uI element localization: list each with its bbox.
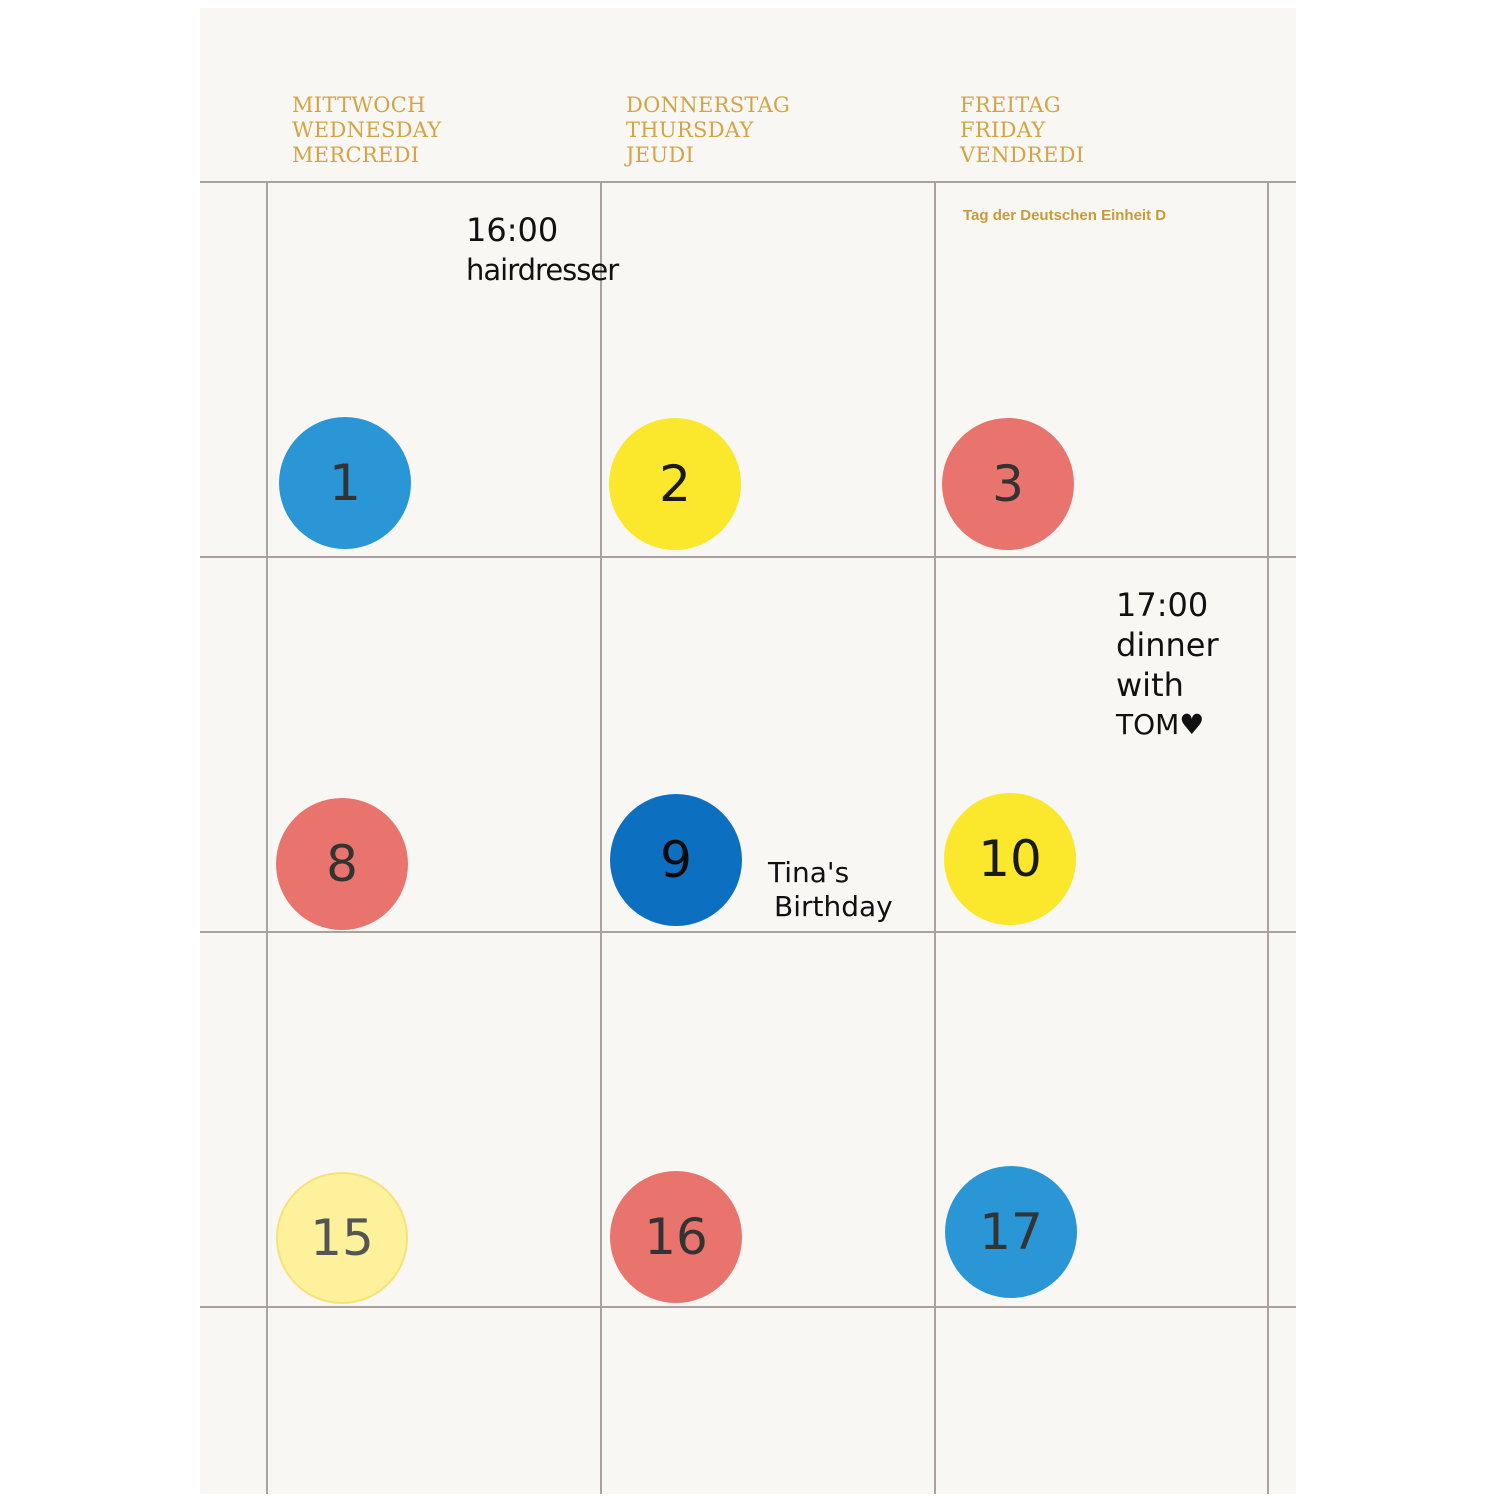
grid-line [266,182,268,1494]
note-text: hairdresser [466,253,619,287]
date-sticker: 2 [609,418,741,550]
header-fr: VENDREDI [960,143,1085,167]
date-sticker: 17 [945,1166,1077,1298]
grid-line [200,556,1296,558]
header-fr: MERCREDI [292,143,420,167]
note-dinner: 17:00 dinner with TOM♥ [1116,585,1219,745]
note-line: dinner [1116,626,1219,664]
date-sticker: 3 [942,418,1074,550]
date-sticker: 10 [944,793,1076,925]
note-line: with [1116,666,1184,704]
date-sticker: 15 [276,1172,408,1304]
date-sticker: 1 [279,417,411,549]
header-de: DONNERSTAG [626,93,791,117]
grid-line [600,182,602,1494]
note-time: 17:00 [1116,586,1209,624]
header-en: THURSDAY [626,118,754,142]
header-friday: FREITAG FRIDAY VENDREDI [960,93,1084,168]
header-wednesday: MITTWOCH WEDNESDAY MERCREDI [292,93,442,168]
header-en: FRIDAY [960,118,1046,142]
date-sticker: 16 [610,1171,742,1303]
header-de: FREITAG [960,93,1061,117]
grid-line [200,1306,1296,1308]
note-line: Birthday [774,890,893,923]
note-line: Tina's [768,856,850,889]
grid-line [1267,182,1269,1494]
note-hairdresser: 16:00 hairdresser [466,210,619,290]
date-sticker: 8 [276,798,408,930]
header-fr: JEUDI [626,143,695,167]
header-de: MITTWOCH [292,93,426,117]
grid-line [200,931,1296,933]
date-sticker: 9 [610,794,742,926]
header-thursday: DONNERSTAG THURSDAY JEUDI [626,93,790,168]
note-birthday: Tina's Birthday [768,856,893,924]
note-line: TOM♥ [1116,708,1205,741]
grid-line [200,181,1296,183]
header-en: WEDNESDAY [292,118,442,142]
holiday-label: Tag der Deutschen Einheit D [963,207,1167,224]
note-time: 16:00 [466,211,559,249]
grid-line [934,182,936,1494]
